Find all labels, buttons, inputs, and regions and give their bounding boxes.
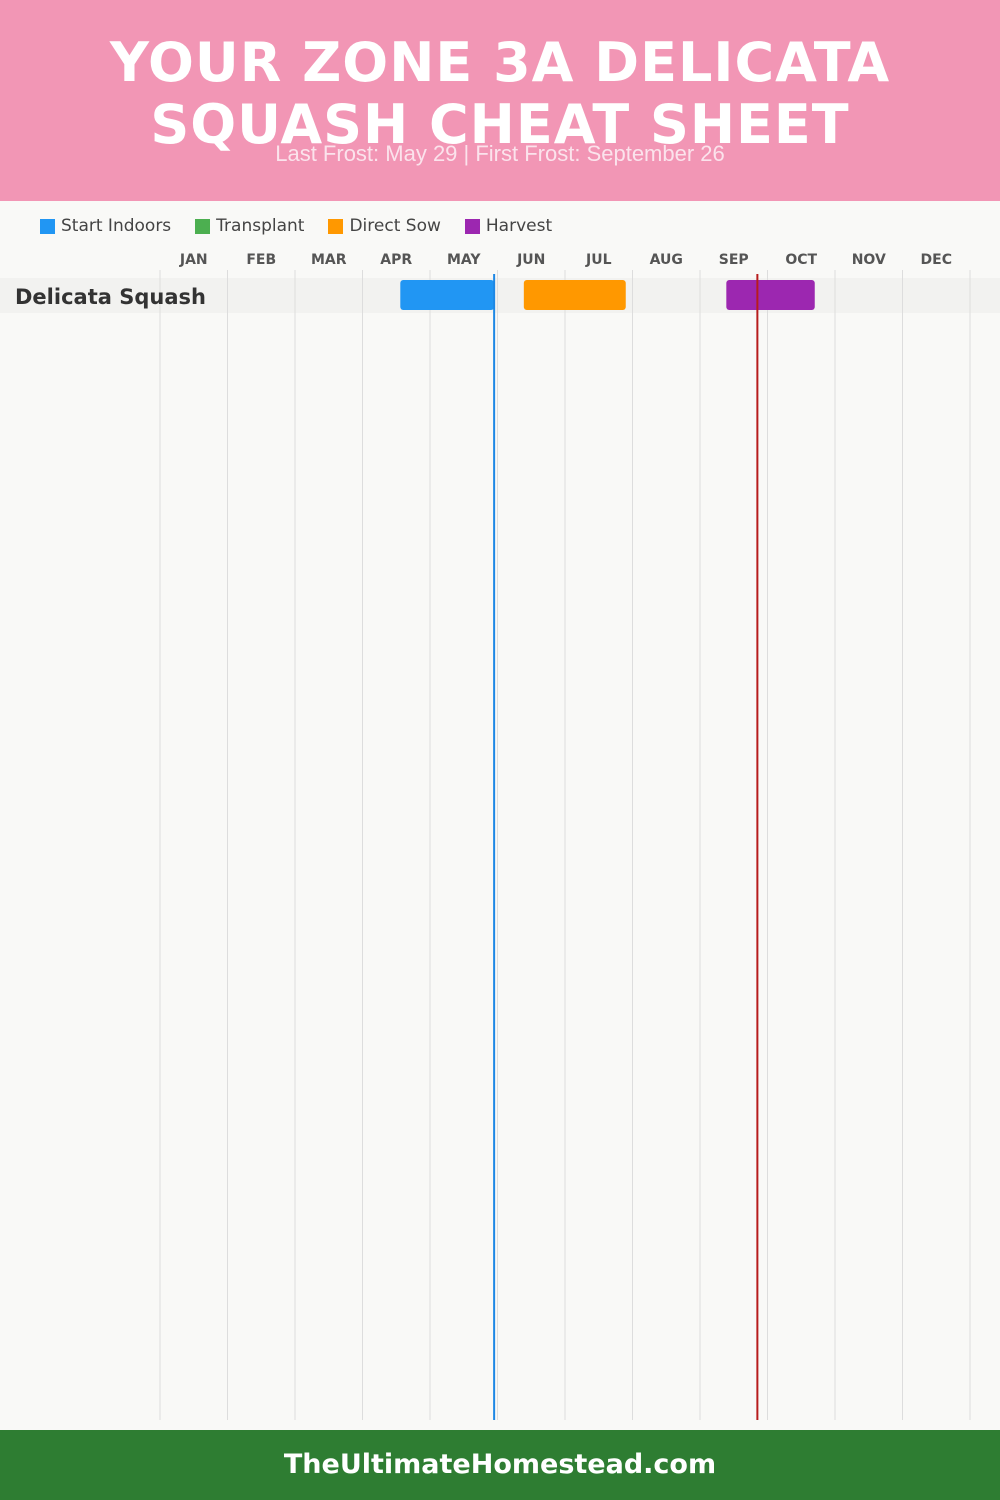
bar-direct-sow	[523, 280, 626, 310]
month-label-feb: FEB	[246, 252, 276, 268]
frost-dates-subtitle: Last Frost: May 29 | First Frost: Septem…	[275, 141, 725, 166]
month-label-aug: AUG	[650, 252, 683, 268]
plant-name-label: Delicata Squash	[15, 285, 206, 309]
legend-swatch	[40, 218, 55, 234]
row-background	[0, 278, 1000, 313]
month-label-jun: JUN	[516, 252, 545, 268]
legend-item-direct-sow: Direct Sow	[328, 216, 441, 236]
legend-swatch	[195, 218, 211, 234]
bar-start-indoors	[400, 280, 495, 310]
legend-label: Direct Sow	[349, 216, 441, 236]
bar-harvest	[726, 280, 815, 310]
footer-website-link[interactable]: TheUltimateHomestead.com	[283, 1449, 717, 1480]
month-label-nov: NOV	[852, 252, 886, 268]
legend-label: Harvest	[485, 216, 553, 236]
page-title: YOUR ZONE 3A DELICATA SQUASH CHEAT SHEET	[109, 31, 891, 156]
legend-swatch	[328, 218, 344, 234]
month-label-jul: JUL	[585, 252, 612, 268]
legend-item-transplant: Transplant	[195, 216, 304, 236]
planting-calendar-chart: JAN FEB MAR APR MAY JUN JUL AUG SEP OCT NOV DEC Deli…	[0, 252, 1000, 1420]
month-label-mar: MAR	[311, 252, 347, 268]
month-label-apr: APR	[380, 252, 412, 268]
legend-item-start-indoors: Start Indoors	[40, 216, 171, 236]
month-label-dec: DEC	[921, 252, 952, 268]
month-label-may: MAY	[447, 252, 481, 268]
month-label-jan: JAN	[179, 252, 208, 268]
month-label-oct: OCT	[785, 252, 817, 268]
legend-item-harvest: Harvest	[464, 216, 553, 236]
header: YOUR ZONE 3A DELICATA SQUASH CHEAT SHEET…	[0, 0, 1000, 201]
footer: TheUltimateHomestead.com	[0, 1430, 1000, 1500]
legend-label: Transplant	[216, 216, 305, 236]
month-label-sep: SEP	[719, 252, 749, 268]
legend-label: Start Indoors	[61, 216, 172, 236]
legend-swatch	[464, 218, 480, 234]
legend: Start Indoors Transplant Direct Sow Harv…	[40, 214, 576, 238]
